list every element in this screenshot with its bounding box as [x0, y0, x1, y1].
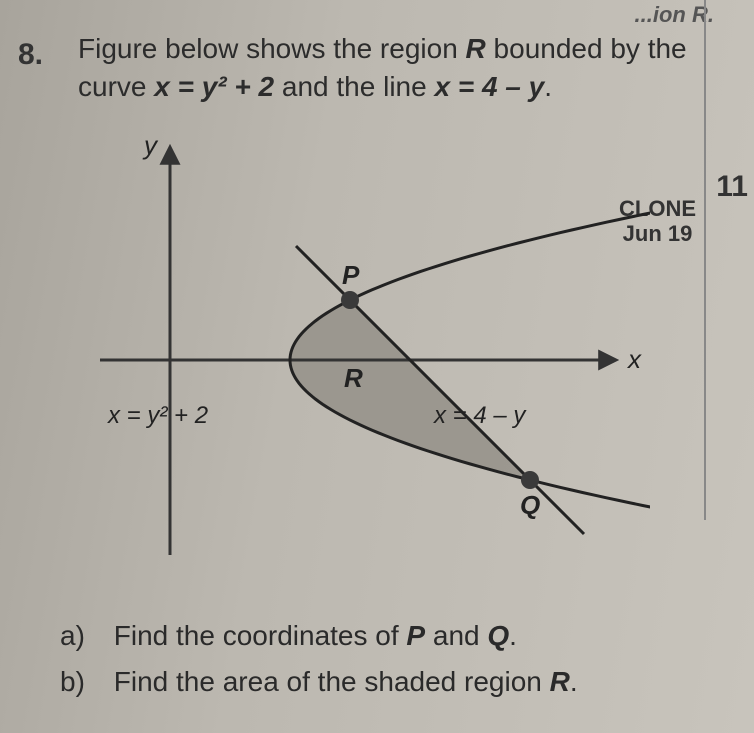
label-curve-eq: x = y² + 2: [107, 402, 208, 429]
part-a: a) Find the coordinates of P and Q.: [60, 620, 517, 652]
x-axis-label: x: [626, 344, 642, 374]
part-a-and: and: [425, 620, 487, 651]
sidebar-divider: [704, 0, 706, 520]
q-text-4: .: [544, 71, 552, 102]
label-line-eq: x = 4 – y: [433, 402, 527, 429]
q-text-1: Figure below shows the region: [78, 33, 466, 64]
shaded-region: [290, 300, 530, 480]
part-b-R: R: [550, 666, 570, 697]
q-text-3: and the line: [274, 71, 434, 102]
part-a-label: a): [60, 620, 106, 652]
part-b-label: b): [60, 666, 106, 698]
question-number: 8.: [18, 38, 43, 72]
page: ...ion R. 8. Figure below shows the regi…: [0, 0, 754, 733]
y-axis-label: y: [142, 130, 159, 160]
point-q: [521, 471, 539, 489]
point-p: [341, 291, 359, 309]
side-number: 11: [716, 170, 748, 204]
q-eq-curve: x = y² + 2: [154, 71, 274, 102]
part-a-dot: .: [509, 620, 517, 651]
label-q: Q: [520, 490, 540, 520]
label-r: R: [344, 363, 363, 393]
part-a-Q: Q: [487, 620, 509, 651]
label-p: P: [342, 260, 360, 290]
q-text-R: R: [466, 33, 486, 64]
question-text: Figure below shows the region R bounded …: [78, 30, 694, 106]
header-scrap: ...ion R.: [635, 2, 714, 28]
part-b: b) Find the area of the shaded region R.: [60, 666, 578, 698]
part-b-dot: .: [570, 666, 578, 697]
q-eq-line: x = 4 – y: [434, 71, 544, 102]
part-a-P: P: [406, 620, 425, 651]
diagram: y x P Q Rx = y² + 2 x = 4 – y: [90, 130, 650, 570]
part-b-text: Find the area of the shaded region: [114, 666, 550, 697]
part-a-text: Find the coordinates of: [114, 620, 407, 651]
